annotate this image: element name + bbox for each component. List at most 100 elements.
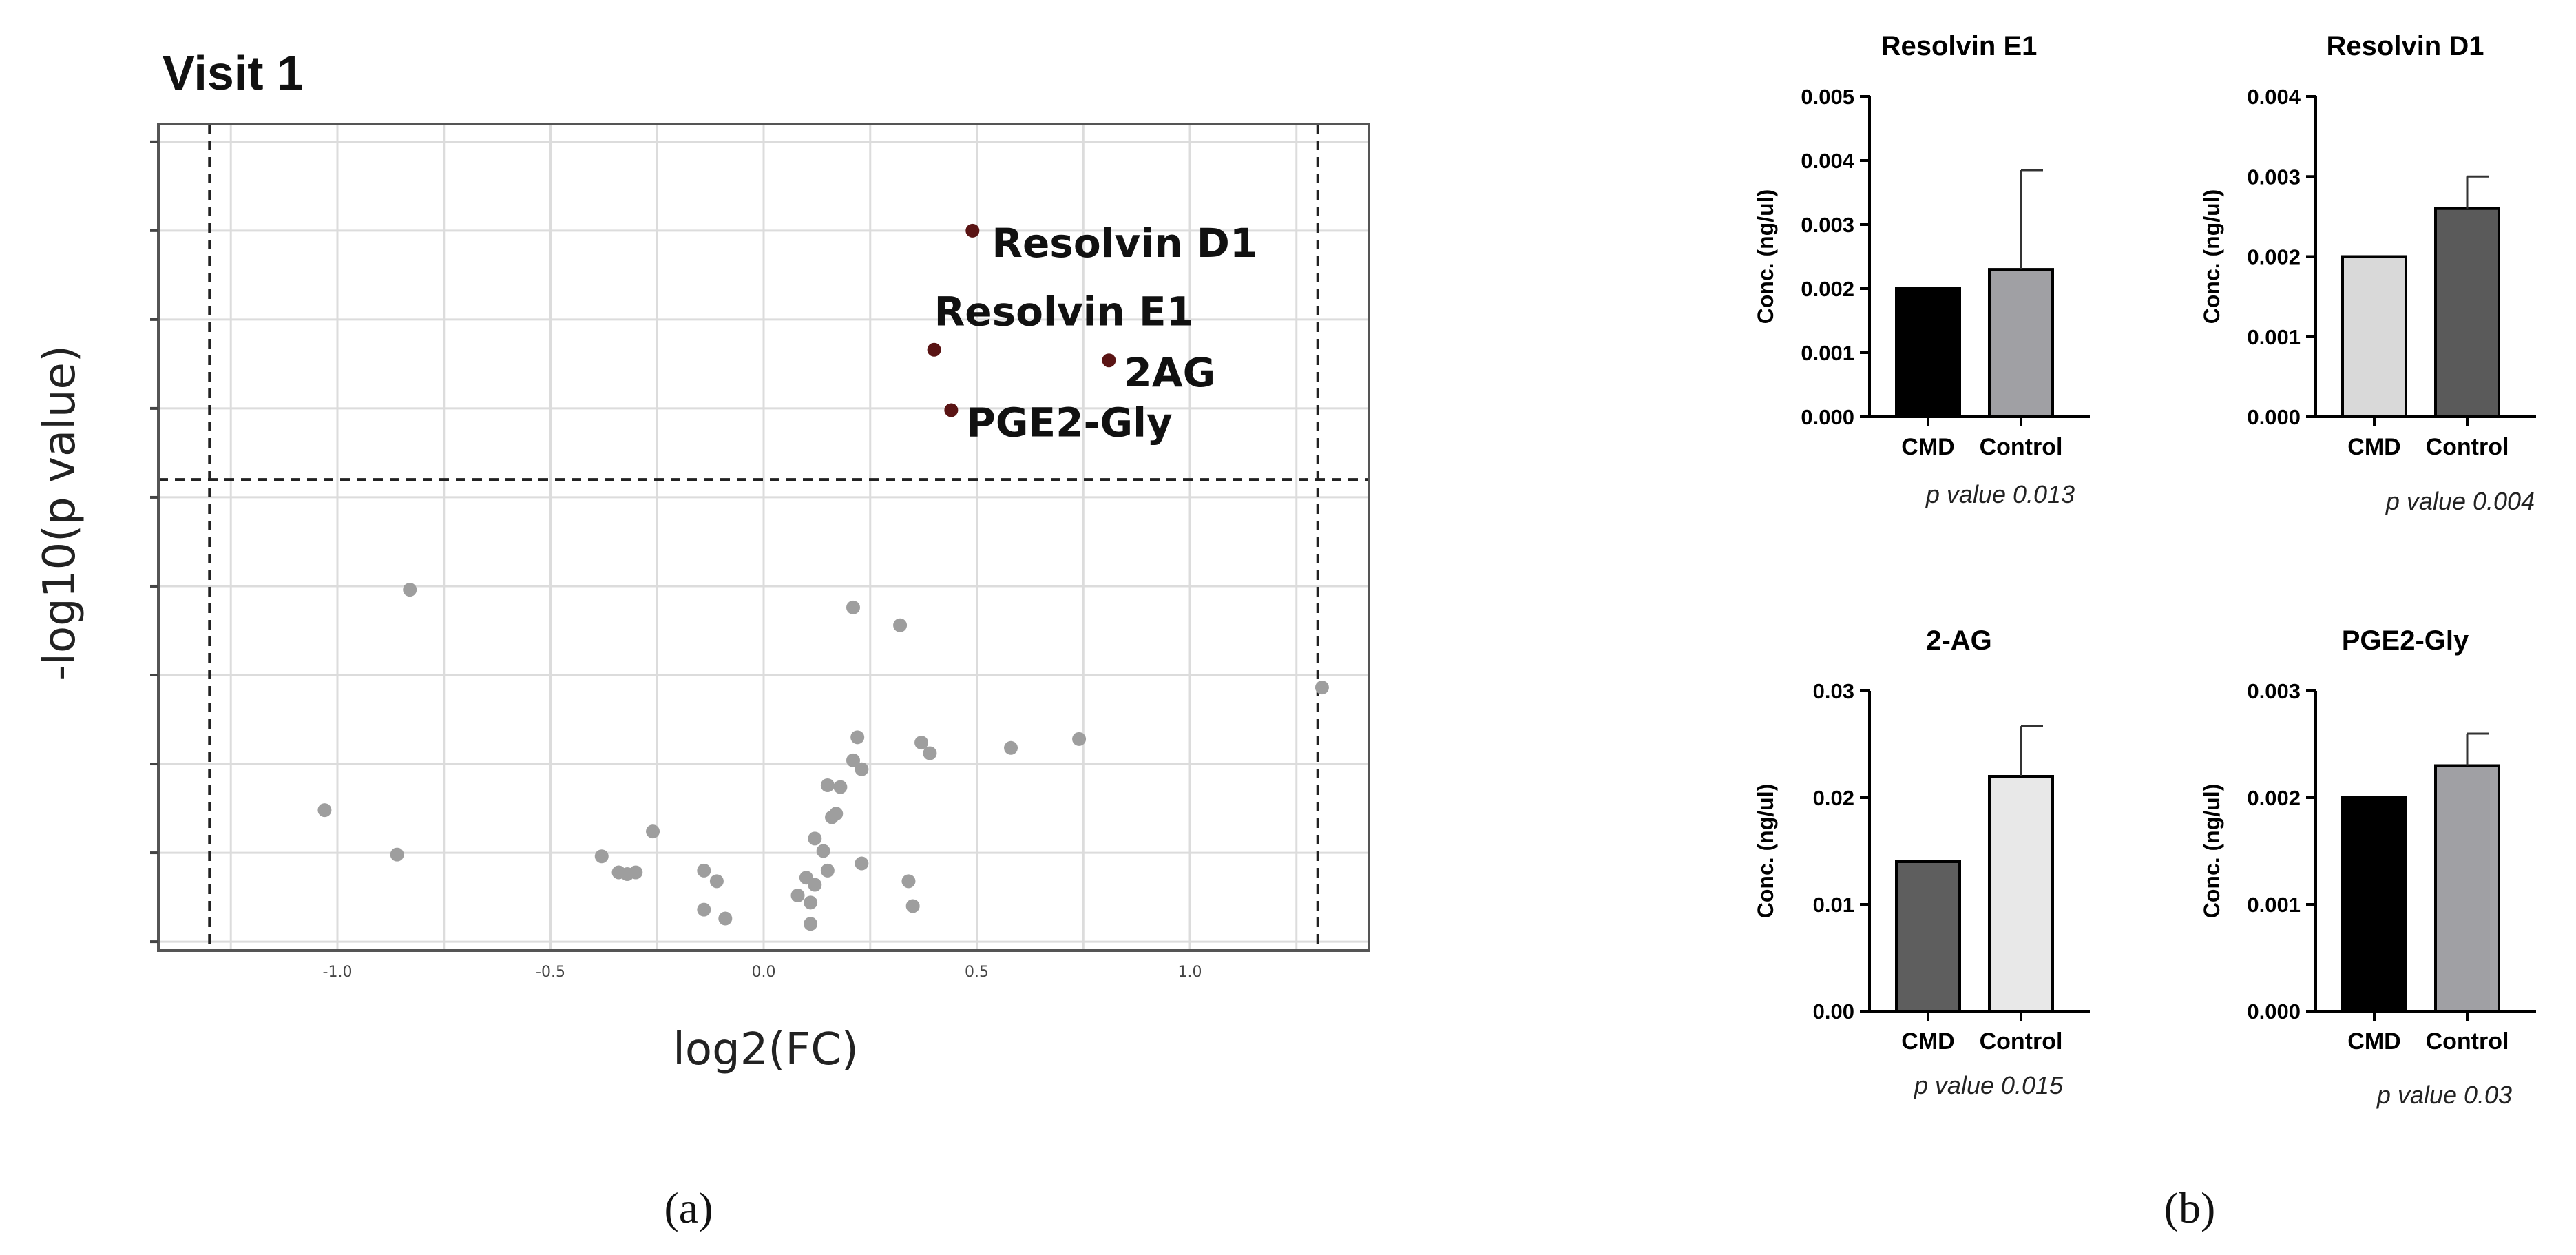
bar-chart-3: 2-AG 0.00 0.01 0.02 0.03 Conc. (ng/ul) CMD Cont… bbox=[1753, 625, 2090, 1099]
bar bbox=[1895, 287, 1961, 418]
bar-category-label: CMD bbox=[2347, 434, 2400, 460]
highlight-point bbox=[965, 223, 980, 238]
volcano-y-axis-title: -log10(p value) bbox=[34, 345, 85, 681]
volcano-plot-frame bbox=[157, 123, 1370, 952]
volcano-point bbox=[808, 878, 822, 892]
bar-category-label: CMD bbox=[1901, 1028, 1954, 1055]
volcano-title: Visit 1 bbox=[163, 46, 304, 100]
highlight-label: Resolvin D1 bbox=[992, 220, 1257, 267]
bar-y-tick-label: 0.001 bbox=[2247, 325, 2301, 349]
bar bbox=[1988, 268, 2054, 418]
bar-y-tick-label: 0.002 bbox=[1801, 277, 1854, 301]
volcano-point bbox=[697, 863, 711, 878]
bar-y-tick-label: 0.03 bbox=[1813, 679, 1854, 703]
panel-label-b: (b) bbox=[2164, 1183, 2216, 1232]
volcano-point bbox=[914, 736, 929, 750]
p-value-annotation: p value 0.004 bbox=[2385, 487, 2535, 515]
highlight-point bbox=[927, 342, 941, 357]
bar-category-label: CMD bbox=[2347, 1028, 2400, 1055]
highlight-label: Resolvin E1 bbox=[934, 289, 1194, 335]
bar-y-tick-label: 0.003 bbox=[2247, 165, 2301, 189]
volcano-point bbox=[1072, 732, 1087, 746]
volcano-point bbox=[718, 911, 733, 926]
volcano-point bbox=[816, 844, 830, 858]
volcano-point bbox=[390, 847, 404, 862]
volcano-y-ticks bbox=[150, 140, 158, 944]
volcano-point bbox=[629, 865, 643, 880]
bar-category-label: Control bbox=[2426, 1028, 2509, 1055]
volcano-point bbox=[808, 831, 822, 846]
volcano-point bbox=[1315, 681, 1329, 695]
panel-label-a: (a) bbox=[664, 1183, 713, 1232]
p-value-annotation: p value 0.03 bbox=[2376, 1081, 2512, 1109]
bar-chart-title: PGE2-Gly bbox=[2342, 625, 2469, 656]
volcano-x-axis-title: log2(FC) bbox=[673, 1024, 859, 1075]
bar-y-tick-label: 0.003 bbox=[1801, 213, 1854, 237]
volcano-point bbox=[697, 902, 711, 917]
bar-y-axis-title: Conc. (ng/ul) bbox=[2199, 189, 2224, 324]
bar bbox=[2341, 255, 2407, 418]
bar-y-tick-label: 0.004 bbox=[2247, 85, 2301, 109]
volcano-point bbox=[804, 917, 818, 931]
bar-y-tick-label: 0.000 bbox=[2247, 405, 2301, 429]
highlight-label: 2AG bbox=[1124, 349, 1215, 396]
volcano-point bbox=[923, 746, 937, 760]
highlight-point bbox=[944, 403, 959, 417]
volcano-point bbox=[804, 895, 818, 910]
volcano-point bbox=[855, 762, 869, 776]
highlight-point bbox=[1102, 353, 1116, 368]
bar-chart-title: Resolvin E1 bbox=[1881, 31, 2038, 61]
bar-y-tick-label: 0.01 bbox=[1813, 893, 1854, 917]
volcano-grid bbox=[158, 124, 1369, 951]
volcano-x-tick-label: 0.0 bbox=[752, 964, 776, 981]
volcano-point bbox=[403, 583, 417, 597]
bar-category-label: Control bbox=[1980, 434, 2063, 460]
volcano-point bbox=[825, 810, 839, 824]
p-value-annotation: p value 0.015 bbox=[1914, 1071, 2064, 1099]
bar-y-tick-label: 0.02 bbox=[1813, 786, 1854, 810]
volcano-point bbox=[893, 618, 908, 632]
volcano-point bbox=[1004, 740, 1018, 755]
bar-y-tick-label: 0.002 bbox=[2247, 245, 2301, 269]
bar-y-tick-label: 0.000 bbox=[2247, 999, 2301, 1024]
bar-y-tick-label: 0.004 bbox=[1801, 149, 1854, 173]
volcano-point bbox=[846, 600, 860, 614]
bar-category-label: Control bbox=[1980, 1028, 2063, 1055]
bar-charts: Resolvin E1 0.000 0.001 0.002 0.003 0.004 0.00… bbox=[1753, 31, 2536, 1109]
volcano-point bbox=[790, 889, 805, 902]
volcano-x-tick-label: 0.5 bbox=[965, 964, 989, 981]
volcano-point bbox=[594, 849, 609, 864]
volcano-plot: Visit 1 -1.0 -0.5 0.0 0.5 1.0 Resolvin D1Res… bbox=[34, 46, 1370, 1075]
bar-category-label: Control bbox=[2426, 434, 2509, 460]
bar-y-tick-label: 0.000 bbox=[1801, 405, 1854, 429]
volcano-points bbox=[317, 583, 1329, 931]
bar-chart-1: Resolvin E1 0.000 0.001 0.002 0.003 0.004 0.00… bbox=[1753, 31, 2090, 508]
bar-chart-4: PGE2-Gly 0.000 0.001 0.002 0.003 Conc. (ng/ul… bbox=[2199, 625, 2536, 1109]
bar-y-tick-label: 0.00 bbox=[1813, 999, 1854, 1024]
bar bbox=[1988, 775, 2054, 1013]
volcano-point bbox=[833, 780, 848, 794]
bar-y-tick-label: 0.001 bbox=[2247, 893, 2301, 917]
volcano-point bbox=[317, 803, 332, 818]
bar bbox=[2434, 207, 2500, 418]
volcano-x-ticks: -1.0 -0.5 0.0 0.5 1.0 bbox=[323, 964, 1202, 981]
highlight-label: PGE2-Gly bbox=[966, 399, 1172, 446]
bar-chart-title: 2-AG bbox=[1926, 625, 1992, 656]
bar-y-tick-label: 0.002 bbox=[2247, 786, 2301, 810]
volcano-x-tick-label: -1.0 bbox=[323, 964, 353, 981]
volcano-point bbox=[905, 899, 920, 913]
volcano-point bbox=[901, 874, 916, 889]
bar-y-axis-title: Conc. (ng/ul) bbox=[2199, 784, 2224, 919]
bar bbox=[2341, 796, 2407, 1013]
bar-y-tick-label: 0.003 bbox=[2247, 679, 2301, 703]
volcano-x-tick-label: -0.5 bbox=[536, 964, 565, 981]
bar bbox=[1895, 860, 1961, 1013]
volcano-point bbox=[820, 863, 835, 878]
volcano-point bbox=[646, 824, 660, 839]
volcano-point bbox=[850, 730, 865, 745]
volcano-reference-lines bbox=[158, 124, 1369, 951]
volcano-point bbox=[846, 753, 860, 767]
volcano-x-tick-label: 1.0 bbox=[1178, 964, 1202, 981]
